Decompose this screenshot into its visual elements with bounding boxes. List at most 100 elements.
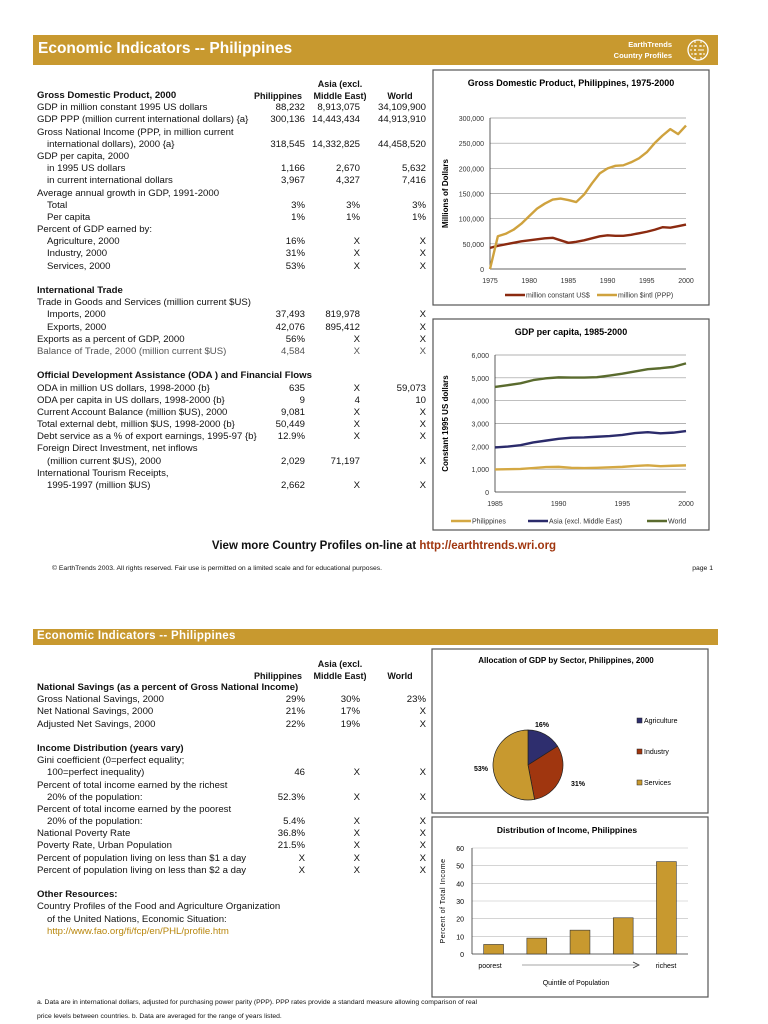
y-tick-label: 3,000 <box>471 422 489 429</box>
value-world: 7,416 <box>401 175 426 187</box>
value-asia: X <box>353 864 360 876</box>
x-tick-label: 1990 <box>600 278 616 285</box>
table-row: Trade in Goods and Services (million cur… <box>37 297 429 309</box>
section-heading: Income Distribution (years vary) <box>37 742 184 754</box>
value-world: 1% <box>412 211 426 223</box>
row-label: Trade in Goods and Services (million cur… <box>37 297 251 309</box>
x-tick-label: 1995 <box>639 278 655 285</box>
resource-link-row[interactable]: http://www.fao.org/fi/fcp/en/PHL/profile… <box>37 926 429 938</box>
value-world: X <box>419 455 426 467</box>
y-tick-label: 30 <box>456 899 464 906</box>
table-row: ODA in million US dollars, 1998-2000 {b}… <box>37 383 429 395</box>
arrow-right-icon <box>632 961 640 969</box>
globe-icon <box>687 39 709 61</box>
row-label: Net National Savings, 2000 <box>37 706 154 718</box>
footnotes: a. Data are in international dollars, ad… <box>37 996 537 1024</box>
table-row: Percent of GDP earned by: <box>37 224 429 236</box>
y-tick-label: 40 <box>456 881 464 888</box>
row-label: 1995-1997 (million $US) <box>47 480 151 491</box>
page1-header-banner: Economic Indicators -- Philippines Earth… <box>33 35 718 65</box>
value-philippines: X <box>298 852 305 864</box>
value-philippines: 29% <box>285 694 305 706</box>
value-asia: 19% <box>340 718 360 730</box>
value-philippines: 2,662 <box>280 480 305 491</box>
bar-quintile-4 <box>612 917 634 955</box>
legend-label: Agriculture <box>644 718 678 725</box>
legend-swatch <box>636 748 643 755</box>
value-asia: X <box>353 828 360 840</box>
value-world: X <box>419 816 426 828</box>
table-row: Agriculture, 2000 16% X X <box>37 236 429 248</box>
y-tick-label: 50 <box>456 864 464 871</box>
x-tick-label: 2000 <box>678 501 694 508</box>
table-row: Gross National Income (PPP, in million c… <box>37 127 429 139</box>
earthtrends-link[interactable]: http://earthtrends.wri.org <box>419 540 557 552</box>
row-label: Gini coefficient (0=perfect equality; <box>37 755 185 767</box>
row-label: international dollars), 2000 {a} <box>47 138 175 150</box>
row-label: Percent of GDP earned by: <box>37 224 153 236</box>
value-world: 3% <box>412 199 426 211</box>
footnote-b: price levels between countries. b. Data … <box>37 1013 282 1020</box>
value-philippines: 2,029 <box>280 455 305 467</box>
row-label: in current international dollars <box>47 175 173 187</box>
row-label: Exports as a percent of GDP, 2000 <box>37 333 185 345</box>
row-label: Total <box>47 199 68 211</box>
value-world: X <box>419 706 426 718</box>
row-label: Debt service as a % of export earnings, … <box>37 431 257 443</box>
table-row: Total 3% 3% 3% <box>37 200 429 212</box>
table-row: 100=perfect inequality) 46 X X <box>37 767 429 779</box>
table-row: Poverty Rate, Urban Population 21.5% X X <box>37 840 429 852</box>
value-asia: X <box>353 852 360 864</box>
row-label: Average annual growth in GDP, 1991-2000 <box>37 187 220 199</box>
value-philippines: 300,136 <box>270 114 305 126</box>
value-asia: X <box>353 419 360 431</box>
y-tick-label: 0 <box>480 267 484 274</box>
row-label: Industry, 2000 <box>47 248 108 260</box>
col-header-asia-line1: Asia (excl. <box>317 659 363 669</box>
bar-quintile-2 <box>526 937 548 955</box>
table-row: National Poverty Rate 36.8% X X <box>37 828 429 840</box>
col-header-asia: Asia (excl. Middle East) <box>300 78 380 102</box>
series-line-1 <box>488 124 687 270</box>
x-tick-label: 1975 <box>482 278 498 285</box>
value-philippines: 5.4% <box>283 816 305 828</box>
y-tick-label: 0 <box>485 490 489 497</box>
y-tick-label: 60 <box>456 846 464 853</box>
value-world: X <box>419 236 426 248</box>
value-philippines: 16% <box>285 236 305 248</box>
value-philippines: 9 <box>299 394 305 406</box>
y-axis-label: Percent of Total Income <box>440 859 447 944</box>
value-world: 44,458,520 <box>377 138 426 150</box>
table-row: GDP in million constant 1995 US dollars 8… <box>37 102 429 114</box>
table-row: Official Development Assistance (ODA ) a… <box>37 370 429 382</box>
y-tick-label: 20 <box>456 917 464 924</box>
value-asia: X <box>353 767 360 779</box>
page-number: page 1 <box>692 565 713 572</box>
value-world: X <box>419 260 426 272</box>
value-asia: 2,670 <box>335 163 360 175</box>
value-world: 34,109,900 <box>377 102 426 114</box>
value-philippines: 9,081 <box>280 406 305 418</box>
bar-quintile-1 <box>483 944 504 955</box>
legend-label: Philippines <box>472 519 506 526</box>
row-label: Foreign Direct Investment, net inflows <box>37 443 198 455</box>
row-label[interactable]: http://www.fao.org/fi/fcp/en/PHL/profile… <box>47 925 229 937</box>
pie-slice-services <box>492 729 535 801</box>
value-world: X <box>419 767 426 779</box>
value-world: X <box>419 345 426 357</box>
table-row: (million current $US), 2000 2,029 71,197 X <box>37 456 429 468</box>
y-tick-label: 300,000 <box>459 116 484 123</box>
table-row: National Savings (as a percent of Gross … <box>37 682 429 694</box>
col-header-asia-line1: Asia (excl. <box>317 79 363 89</box>
table-row: Gross National Savings, 2000 29% 30% 23% <box>37 694 429 706</box>
earthtrends-logo-text: EarthTrends Country Profiles <box>614 39 672 61</box>
table-row: GDP PPP (million current international d… <box>37 114 429 126</box>
y-tick-label: 100,000 <box>459 217 484 224</box>
value-asia: X <box>353 816 360 828</box>
chart-title: Distribution of Income, Philippines <box>497 825 638 835</box>
row-label: Percent of total income earned by the po… <box>37 803 232 815</box>
value-asia: 14,443,434 <box>311 114 360 126</box>
table-row: International Trade <box>37 285 429 297</box>
footnote-a: a. Data are in international dollars, ad… <box>37 999 478 1006</box>
value-asia: 71,197 <box>330 455 360 467</box>
